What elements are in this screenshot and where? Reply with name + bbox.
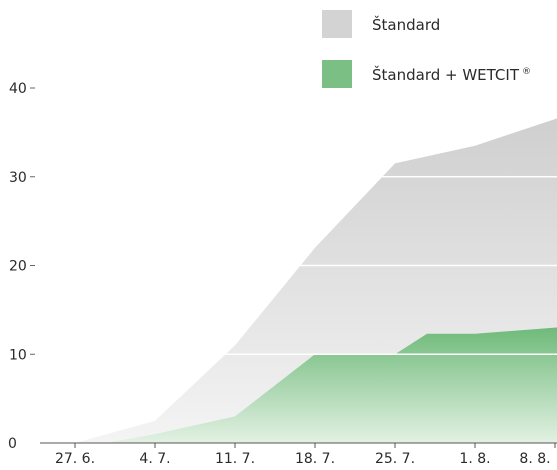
x-tick-label: 1. 8. (459, 451, 490, 466)
legend-registered-mark: ® (522, 67, 531, 77)
y-tick-label-40: 40 (9, 81, 27, 97)
legend-label-wetcit: Štandard + WETCIT ® (372, 65, 531, 84)
y-tick-label-10: 10 (9, 347, 27, 363)
x-tick-label: 4. 7. (139, 451, 170, 466)
x-tick-label: 11. 7. (215, 451, 255, 466)
y-tick-label-0: 0 (8, 436, 17, 452)
y-tick-label-30: 30 (9, 170, 27, 186)
x-tick-label: 27. 6. (55, 451, 95, 466)
legend-label-standard: Štandard (372, 15, 440, 34)
legend-swatch-standard (322, 10, 352, 38)
x-tick-label: 8. 8. (519, 451, 550, 466)
wetcit-area (107, 327, 557, 443)
legend-swatch-wetcit (322, 60, 352, 88)
x-tick-label: 18. 7. (295, 451, 335, 466)
x-tick-label: 25. 7. (375, 451, 415, 466)
y-tick-label-20: 20 (9, 259, 27, 275)
